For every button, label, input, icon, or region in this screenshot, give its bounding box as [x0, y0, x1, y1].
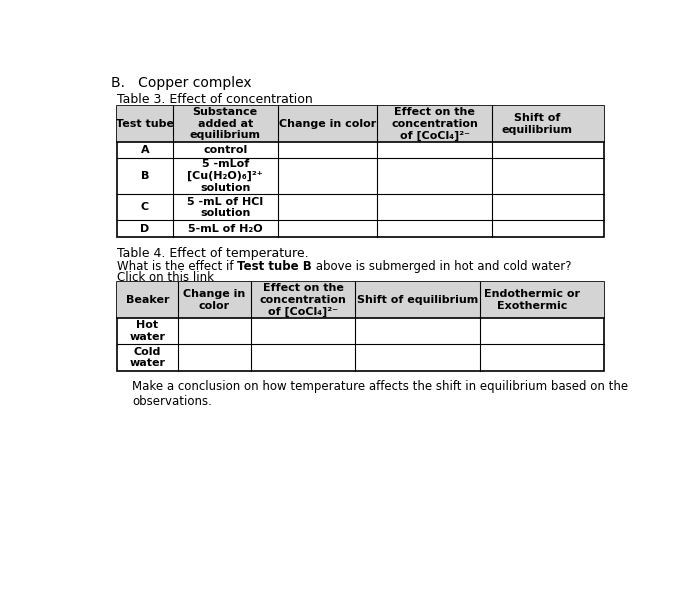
- Text: Effect on the
concentration
of [CoCl₄]²⁻: Effect on the concentration of [CoCl₄]²⁻: [260, 284, 346, 317]
- Bar: [117, 282, 603, 371]
- Text: Test tube B: Test tube B: [237, 260, 312, 273]
- Text: Change in
color: Change in color: [183, 289, 246, 311]
- Text: Endothermic or
Exothermic: Endothermic or Exothermic: [484, 289, 580, 311]
- Text: Change in color: Change in color: [279, 119, 376, 129]
- Bar: [117, 282, 603, 318]
- Text: Click on this link: Click on this link: [117, 271, 214, 284]
- Text: Table 4. Effect of temperature.: Table 4. Effect of temperature.: [117, 247, 309, 260]
- Text: control: control: [203, 145, 247, 155]
- Text: above is submerged in hot and cold water?: above is submerged in hot and cold water…: [312, 260, 571, 273]
- Text: Test tube: Test tube: [116, 119, 174, 129]
- Bar: [117, 106, 603, 237]
- Text: Hot
water: Hot water: [130, 320, 165, 342]
- Text: Make a conclusion on how temperature affects the shift in equilibrium based on t: Make a conclusion on how temperature aff…: [132, 380, 629, 408]
- Text: Shift of equilibrium: Shift of equilibrium: [357, 295, 478, 305]
- Text: Effect on the
concentration
of [CoCl₄]²⁻: Effect on the concentration of [CoCl₄]²⁻: [391, 107, 478, 140]
- Text: 5-mL of H₂O: 5-mL of H₂O: [188, 224, 262, 233]
- Text: D: D: [140, 224, 150, 233]
- Text: B: B: [141, 171, 149, 181]
- Text: 5 -mLof
[Cu(H₂O)₆]²⁺
solution: 5 -mLof [Cu(H₂O)₆]²⁺ solution: [188, 159, 263, 193]
- Bar: [117, 106, 603, 142]
- Text: 5 -mL of HCl
solution: 5 -mL of HCl solution: [187, 197, 263, 218]
- Text: Beaker: Beaker: [125, 295, 169, 305]
- Text: B.   Copper complex: B. Copper complex: [111, 76, 251, 91]
- Text: A: A: [141, 145, 149, 155]
- Text: What is the effect if: What is the effect if: [117, 260, 237, 273]
- Text: C: C: [141, 202, 149, 213]
- Text: Cold
water: Cold water: [130, 347, 165, 368]
- Text: Substance
added at
equilibrium: Substance added at equilibrium: [190, 107, 260, 140]
- Text: Shift of
equilibrium: Shift of equilibrium: [501, 113, 572, 134]
- Text: Table 3. Effect of concentration: Table 3. Effect of concentration: [117, 94, 313, 107]
